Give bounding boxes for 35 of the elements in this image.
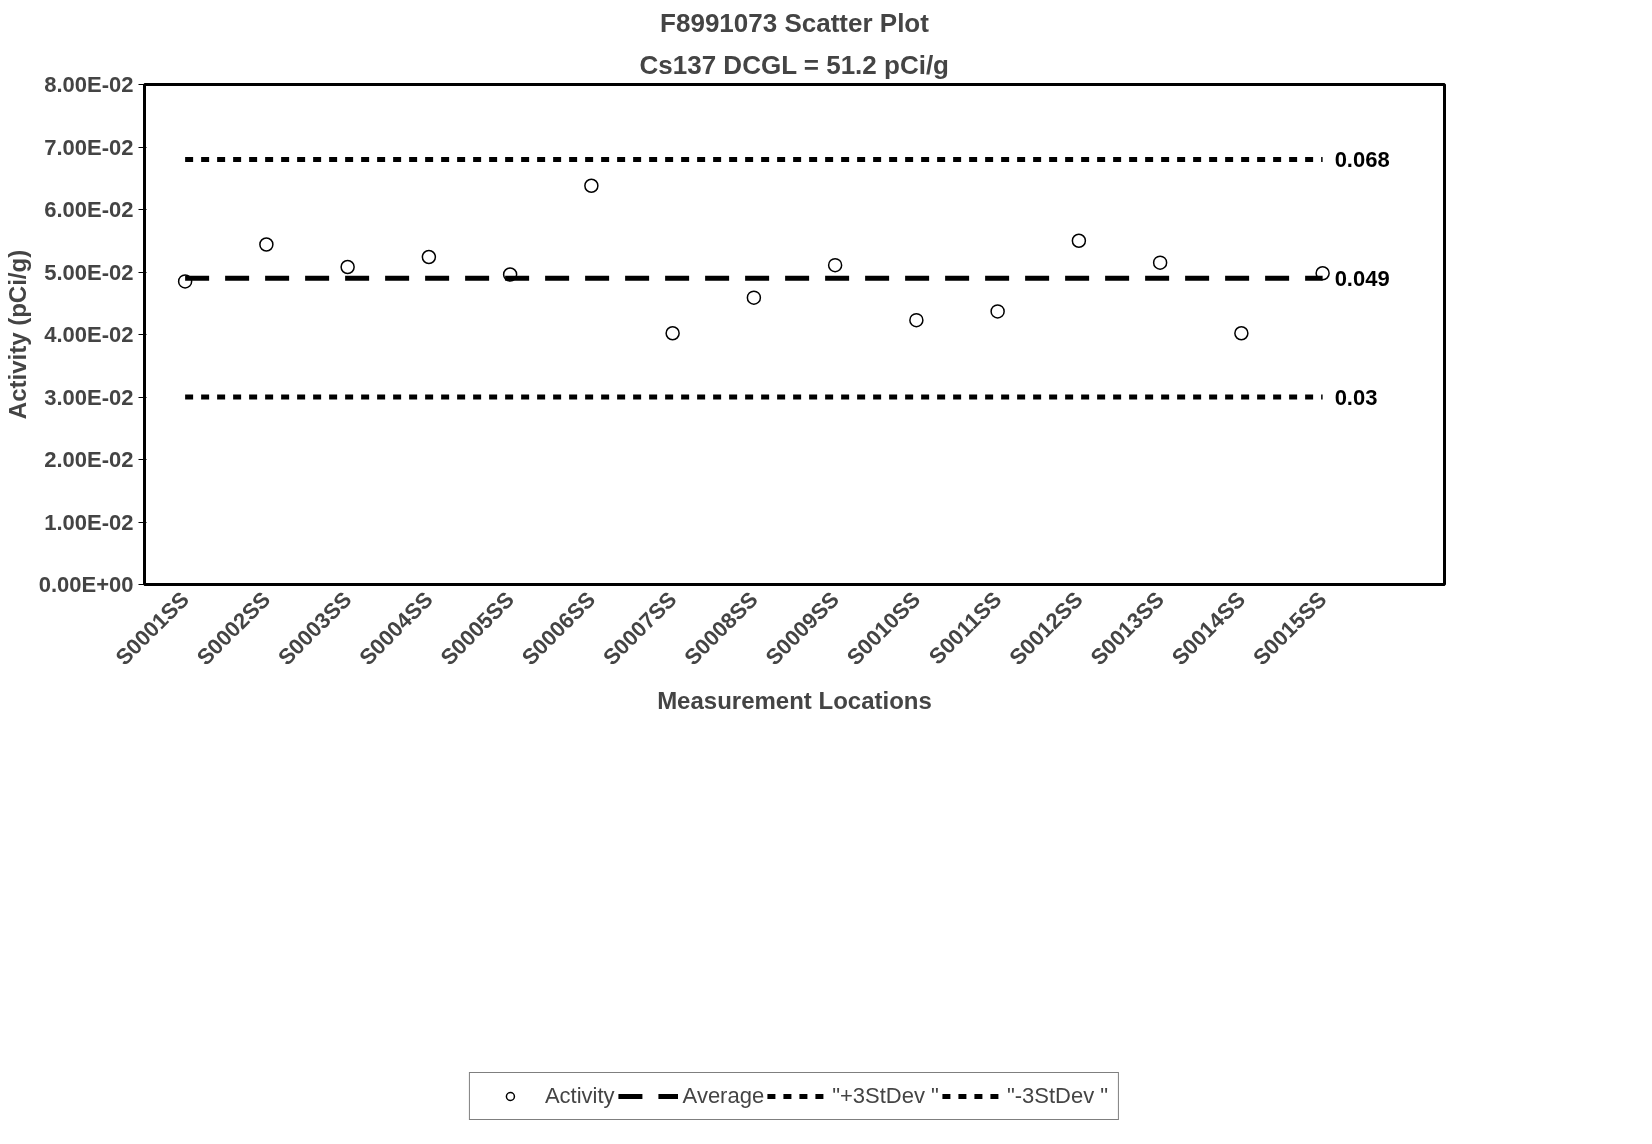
y-tick-label: 8.00E-02 <box>44 72 134 97</box>
point <box>827 257 843 273</box>
y-axis-title: Activity (pCi/g) <box>3 249 31 420</box>
point <box>584 178 599 193</box>
chart-title: F8991073 Scatter Plot <box>660 7 930 38</box>
point <box>746 290 762 305</box>
data-label: 0.03 <box>1334 384 1378 410</box>
data-label: 0.049 <box>1334 265 1390 291</box>
legend-label: "-3StDev " <box>1006 1082 1109 1109</box>
point <box>340 259 355 275</box>
legend-label: "+3StDev " <box>832 1082 939 1109</box>
x-axis-title: Measurement Locations <box>657 686 932 714</box>
point <box>1234 326 1249 341</box>
point <box>665 326 680 341</box>
chart-subtitle: Cs137 DCGL = 51.2 pCi/g <box>639 49 950 80</box>
point <box>909 312 924 328</box>
y-tick-label: 1.00E-02 <box>44 509 134 535</box>
y-tick-label: 7.00E-02 <box>44 134 134 160</box>
data-label: 0.068 <box>1334 147 1390 172</box>
point <box>1071 233 1087 248</box>
y-tick-label: 0.00E+00 <box>38 572 134 597</box>
legend-label: Average <box>682 1082 765 1109</box>
y-tick-label: 2.00E-02 <box>44 447 134 472</box>
legend-label: Activity <box>544 1082 615 1109</box>
point <box>177 274 193 289</box>
y-tick-label: 3.00E-02 <box>44 384 134 410</box>
point <box>502 267 518 282</box>
point <box>1152 255 1168 270</box>
point <box>421 249 437 265</box>
point <box>259 237 274 252</box>
y-tick-label: 4.00E-02 <box>44 322 134 347</box>
y-tick-label: 5.00E-02 <box>44 259 134 285</box>
point <box>990 304 1005 319</box>
y-tick-label: 6.00E-02 <box>44 197 134 222</box>
point <box>1315 266 1330 281</box>
